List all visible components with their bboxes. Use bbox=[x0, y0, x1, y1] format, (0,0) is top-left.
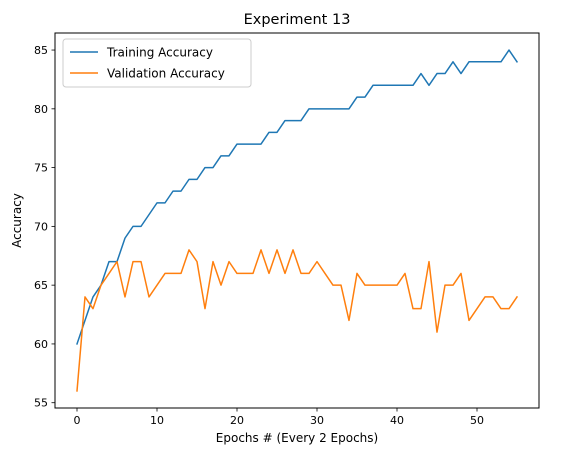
plot-lines bbox=[76, 49, 519, 392]
y-tick-label: 80 bbox=[34, 103, 48, 116]
x-tick-label: 40 bbox=[390, 414, 404, 427]
x-axis-label: Epochs # (Every 2 Epochs) bbox=[216, 431, 378, 445]
y-axis-label: Accuracy bbox=[10, 193, 24, 248]
y-axis: 55 60 65 70 75 80 85 bbox=[34, 44, 55, 410]
legend-label-2: Validation Accuracy bbox=[107, 67, 225, 81]
legend-label-1: Training Accuracy bbox=[106, 46, 213, 60]
y-tick-label: 55 bbox=[34, 397, 48, 410]
y-tick-label: 85 bbox=[34, 44, 48, 57]
x-tick-label: 20 bbox=[230, 414, 244, 427]
x-tick-label: 0 bbox=[74, 414, 81, 427]
x-axis: 0 10 20 30 40 50 bbox=[74, 408, 484, 427]
plot-frame bbox=[54, 32, 540, 409]
series-line-1 bbox=[76, 49, 519, 345]
y-tick-label: 75 bbox=[34, 162, 48, 175]
x-tick-label: 50 bbox=[470, 414, 484, 427]
x-tick-label: 10 bbox=[150, 414, 164, 427]
legend: Training Accuracy Validation Accuracy bbox=[62, 38, 252, 88]
y-tick-label: 65 bbox=[34, 279, 48, 292]
chart-title: Experiment 13 bbox=[244, 12, 351, 28]
y-tick-label: 70 bbox=[34, 220, 48, 233]
x-tick-label: 30 bbox=[310, 414, 324, 427]
y-tick-label: 60 bbox=[34, 338, 48, 351]
series-line-2 bbox=[76, 249, 519, 392]
legend-box bbox=[62, 38, 252, 88]
